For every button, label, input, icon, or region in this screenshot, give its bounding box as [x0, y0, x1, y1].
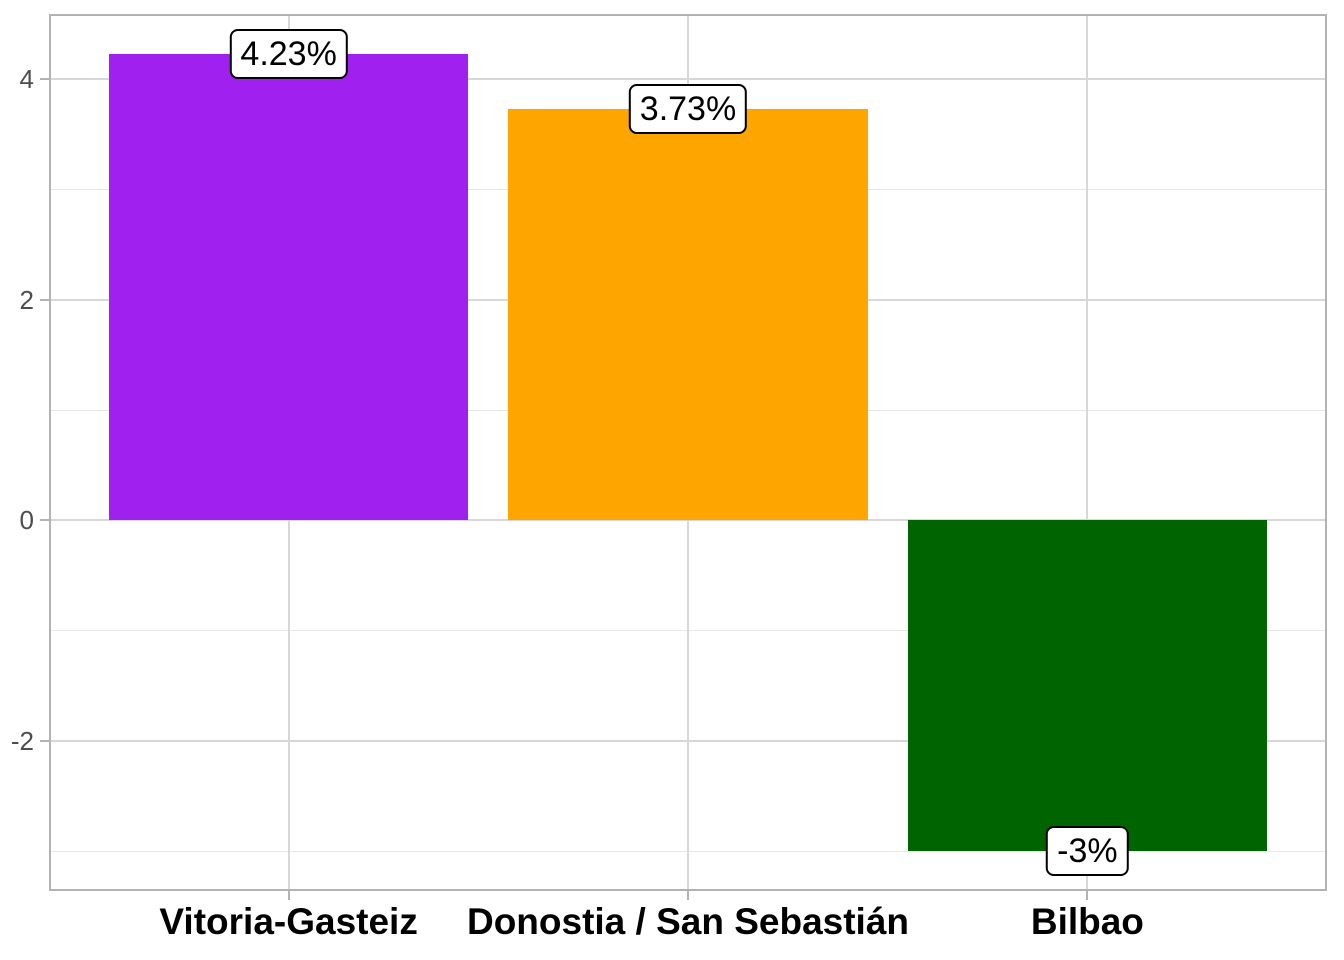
x-axis-tick-label: Vitoria-Gasteiz: [159, 901, 418, 942]
x-axis-tick: [1086, 891, 1089, 900]
y-axis-tick-label: 0: [19, 505, 34, 536]
y-axis-tick-label: 2: [19, 284, 34, 315]
x-axis-tick: [287, 891, 290, 900]
x-axis-tick-label: Bilbao: [1030, 901, 1144, 942]
y-axis-tick-label: 4: [19, 64, 34, 95]
vertical-gridline: [1086, 14, 1089, 891]
x-axis-tick-label: Donostia / San Sebastián: [466, 901, 910, 942]
y-axis-tick: [40, 739, 49, 742]
bar-value-label: -3%: [1046, 826, 1129, 877]
bar-donostia-san-sebasti-n: [508, 108, 868, 521]
y-axis-tick: [40, 298, 49, 301]
plot-panel: 4.23% 3.73% -3%: [49, 14, 1327, 891]
bar-bilbao: [907, 520, 1268, 852]
y-axis-tick-label: -2: [10, 725, 34, 756]
bar-vitoria-gasteiz: [108, 53, 469, 521]
bar-value-label: 4.23%: [229, 28, 348, 79]
bar-value-label: 3.73%: [628, 83, 748, 134]
x-axis-tick: [687, 891, 689, 900]
y-axis-tick: [40, 78, 49, 81]
y-axis-tick: [40, 519, 49, 522]
